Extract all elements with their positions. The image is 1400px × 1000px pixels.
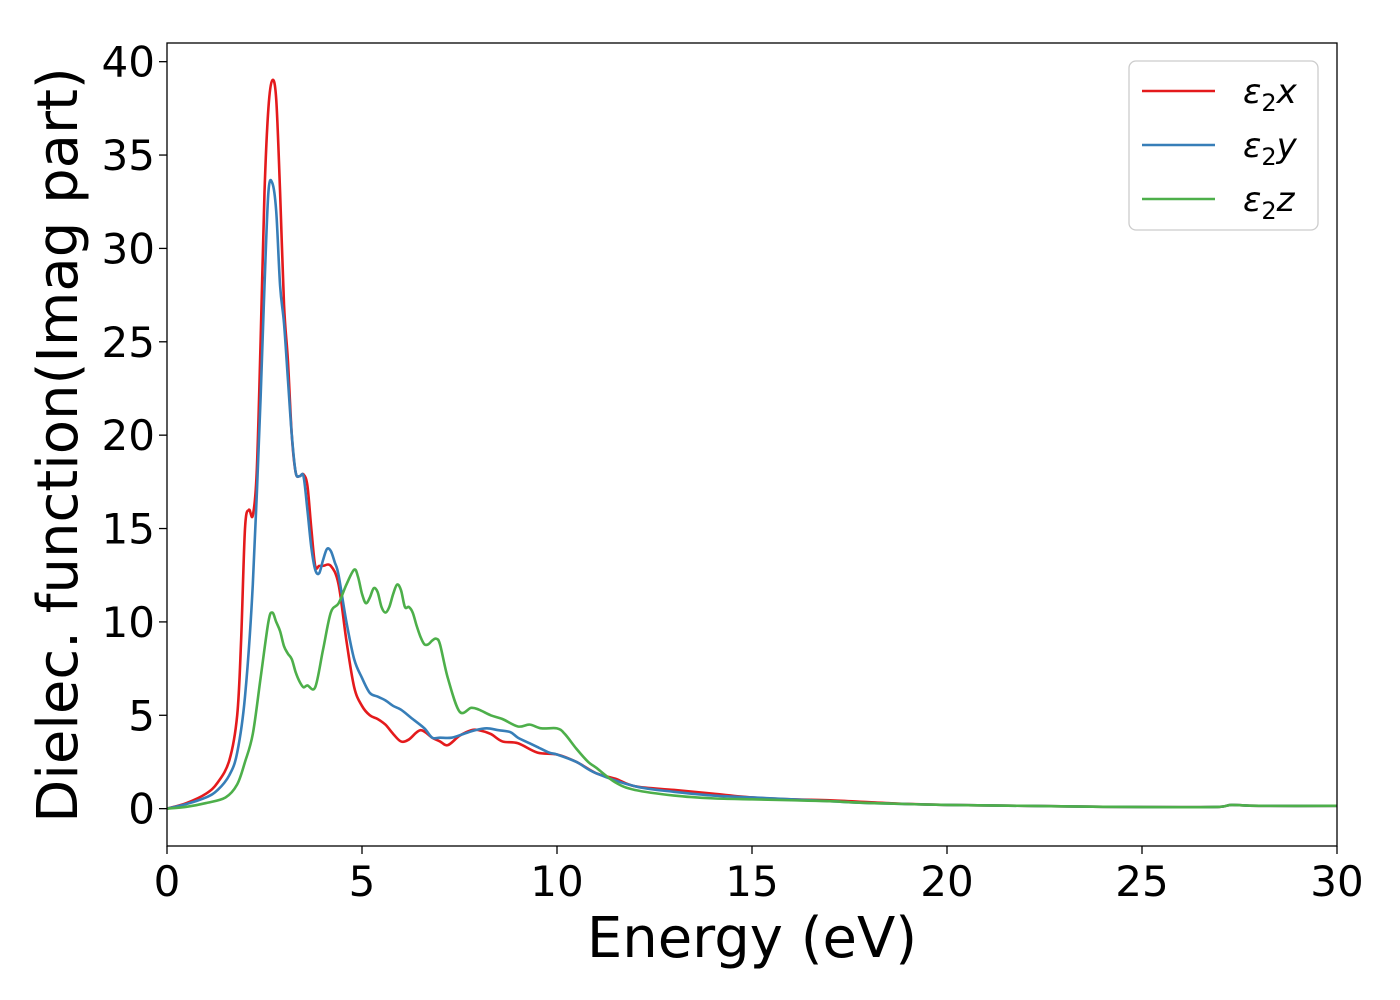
y-tick-label: 5 [128,691,155,740]
y-tick-label: 40 [102,38,155,87]
x-tick-label: 10 [530,857,583,906]
legend-label-x: ε2x [1243,72,1298,117]
y-tick-label: 10 [102,598,155,647]
y-tick-label: 35 [102,131,155,180]
y-tick-label: 20 [102,411,155,460]
x-axis-ticks: 0 5 10 15 20 25 30 [154,846,1364,906]
y-tick-label: 30 [102,224,155,273]
x-tick-label: 25 [1115,857,1168,906]
series-lines [166,78,1338,810]
x-tick-label: 5 [349,857,376,906]
x-tick-label: 30 [1310,857,1363,906]
legend-label-y: ε2y [1243,126,1298,171]
legend-box [1128,60,1319,231]
x-axis-label: Energy (eV) [587,906,917,971]
series-line-y [166,178,1338,810]
y-axis-label: Dielec. function(Imag part) [26,67,91,823]
y-axis-ticks: 0 5 10 15 20 25 30 35 40 [102,38,167,834]
x-tick-label: 20 [920,857,973,906]
legend-label-z: ε2z [1243,180,1296,225]
legend: ε2x ε2y ε2z [1128,60,1319,231]
x-tick-label: 0 [154,857,181,906]
y-tick-label: 25 [102,318,155,367]
series-line-z [166,568,1338,810]
y-tick-label: 15 [102,505,155,554]
y-tick-label: 0 [128,785,155,834]
x-tick-label: 15 [725,857,778,906]
